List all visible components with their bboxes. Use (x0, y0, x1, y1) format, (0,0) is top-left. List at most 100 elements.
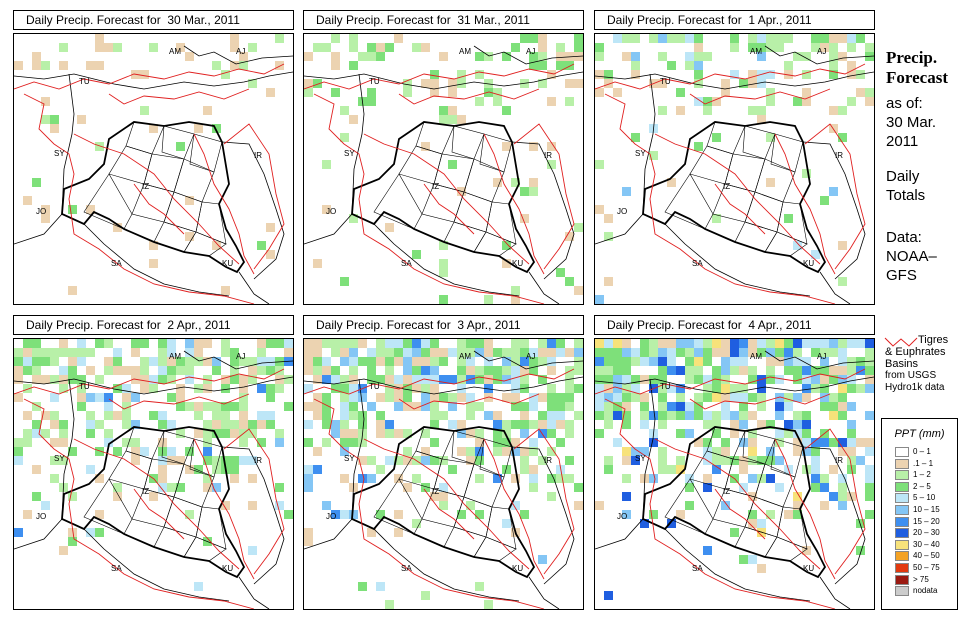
legend-swatch (895, 481, 909, 492)
precip-cell (59, 546, 68, 555)
precip-cell (502, 366, 511, 375)
precip-cell (448, 393, 457, 402)
precip-cell (547, 420, 556, 429)
precip-cell (448, 160, 457, 169)
precip-cell (865, 465, 874, 474)
basin-boundary (313, 398, 545, 609)
precip-cell (475, 438, 484, 447)
basin-boundary (363, 438, 530, 570)
precip-cell (203, 438, 212, 447)
precip-cell (667, 402, 676, 411)
panel-title: Daily Precip. Forecast for 1 Apr., 2011 (594, 10, 875, 30)
basin-boundary (14, 368, 285, 395)
precip-cell (439, 106, 448, 115)
precip-cell (757, 115, 766, 124)
precip-cell (538, 555, 547, 564)
precip-cell (322, 375, 331, 384)
precip-cell (430, 402, 439, 411)
country-label: SY (54, 454, 65, 463)
precip-cell (284, 348, 293, 357)
precip-cell (122, 402, 131, 411)
country-border (14, 376, 293, 395)
precip-cell (703, 106, 712, 115)
precip-cell (212, 357, 221, 366)
precip-cell (430, 438, 439, 447)
precip-cell (649, 34, 658, 43)
precip-cell (421, 393, 430, 402)
precip-cell (421, 456, 430, 465)
iraq-border (642, 121, 827, 274)
precip-cell (412, 375, 421, 384)
province-border (153, 526, 197, 558)
precip-cell (32, 366, 41, 375)
precip-cell (613, 348, 622, 357)
precip-cell (640, 519, 649, 528)
precip-cell (574, 366, 583, 375)
precip-cell (595, 339, 604, 348)
precip-cell (340, 393, 349, 402)
precip-cell (203, 339, 212, 348)
precip-cell (865, 375, 874, 384)
precip-cell (595, 384, 604, 393)
precip-cell (556, 61, 565, 70)
precip-cell (766, 510, 775, 519)
precip-cell (766, 456, 775, 465)
precip-cell (275, 366, 284, 375)
precip-cell (421, 79, 430, 88)
precip-cell (622, 339, 631, 348)
precip-cell (730, 411, 739, 420)
precip-cell (667, 411, 676, 420)
precip-cell (838, 474, 847, 483)
precip-cell (784, 34, 793, 43)
precip-cell (331, 384, 340, 393)
precip-cell (712, 420, 721, 429)
precip-cell (703, 339, 712, 348)
country-label: IZ (142, 182, 149, 191)
precip-cell (856, 519, 865, 528)
province-border (83, 478, 133, 535)
basin-boundary (223, 428, 285, 575)
precip-cell (721, 348, 730, 357)
precip-cell (167, 375, 176, 384)
precip-cell (613, 411, 622, 420)
precip-cell (340, 429, 349, 438)
precip-cell (284, 510, 293, 519)
precip-cell (50, 420, 59, 429)
precip-cell (784, 420, 793, 429)
precip-cell (631, 34, 640, 43)
precip-cell (820, 393, 829, 402)
country-label: SA (111, 564, 122, 573)
legend-label: 40 – 50 (913, 551, 940, 561)
precip-cell (811, 465, 820, 474)
precip-cell (194, 582, 203, 591)
precip-cell (511, 375, 520, 384)
precip-cell (239, 61, 248, 70)
daily-label: Daily (886, 168, 920, 185)
precip-cell (412, 357, 421, 366)
precip-cell (784, 61, 793, 70)
precip-cell (457, 510, 466, 519)
country-label: TU (79, 77, 90, 86)
precip-cell (565, 277, 574, 286)
precip-cell (721, 438, 730, 447)
precip-cell (104, 438, 113, 447)
precip-cell (131, 438, 140, 447)
precip-cell (176, 456, 185, 465)
precip-cell (131, 447, 140, 456)
precip-cell (439, 357, 448, 366)
precip-cell (275, 483, 284, 492)
country-label: IR (544, 456, 552, 465)
precip-cell (865, 384, 874, 393)
precip-cell (484, 295, 493, 304)
precip-cell (385, 375, 394, 384)
province-border (742, 125, 776, 160)
precip-cell (304, 357, 313, 366)
country-border (373, 223, 520, 297)
precip-cell (685, 501, 694, 510)
forecast-panel-1-apr: Daily Precip. Forecast for 1 Apr., 2011 … (594, 10, 875, 306)
precip-cell (239, 402, 248, 411)
precip-cell (739, 420, 748, 429)
precip-cell (77, 115, 86, 124)
precip-cell (230, 34, 239, 43)
precip-cell (538, 339, 547, 348)
